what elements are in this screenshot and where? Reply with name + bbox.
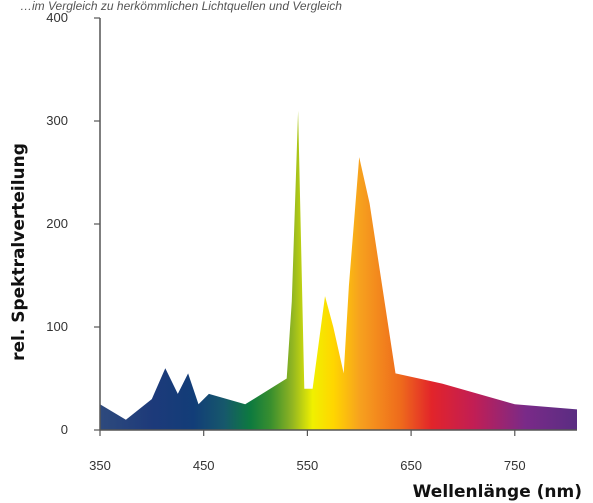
- x-tick-label-450: 450: [193, 458, 215, 473]
- y-tick-label-100: 100: [46, 319, 68, 334]
- y-axis-label: rel. Spektralverteilung: [9, 143, 29, 361]
- x-tick-label-350: 350: [89, 458, 111, 473]
- x-tick-label-750: 750: [504, 458, 526, 473]
- header-caption: …im Vergleich zu herkömmlichen Lichtquel…: [20, 0, 342, 13]
- axes: 0 100 200 300 400 350 450 550 650 750: [46, 10, 577, 473]
- y-tick-label-400: 400: [46, 10, 68, 25]
- x-axis-label: Wellenlänge (nm): [413, 482, 582, 502]
- x-tick-label-650: 650: [400, 458, 422, 473]
- y-tick-label-0: 0: [61, 422, 68, 437]
- plot-area: [100, 110, 577, 430]
- y-tick-label-200: 200: [46, 216, 68, 231]
- x-tick-label-550: 550: [297, 458, 319, 473]
- spectrum-area-0: [100, 110, 577, 430]
- y-tick-label-300: 300: [46, 113, 68, 128]
